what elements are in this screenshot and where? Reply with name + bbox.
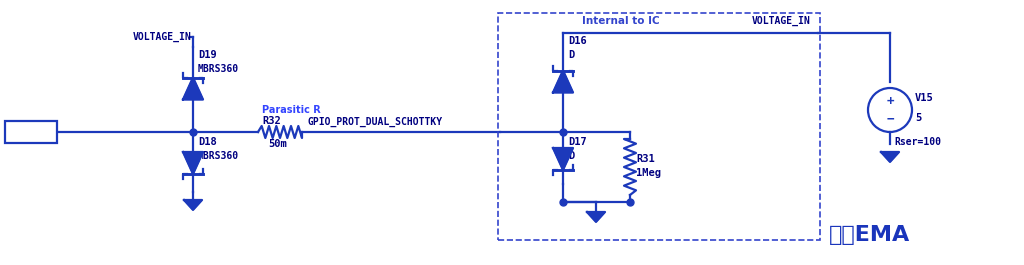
- Text: 5: 5: [915, 113, 922, 123]
- Text: R31: R31: [636, 154, 654, 164]
- Text: D: D: [568, 151, 574, 161]
- Text: Rser=100: Rser=100: [894, 137, 941, 147]
- Polygon shape: [553, 70, 573, 92]
- Text: D: D: [568, 50, 574, 60]
- Polygon shape: [183, 77, 203, 99]
- Text: VOLTAGE_IN: VOLTAGE_IN: [132, 32, 191, 42]
- Text: VOLTAGE_IN: VOLTAGE_IN: [752, 16, 810, 26]
- Text: D19: D19: [198, 50, 217, 60]
- Text: MBRS360: MBRS360: [198, 64, 240, 74]
- Text: +: +: [886, 95, 894, 108]
- Polygon shape: [183, 152, 203, 174]
- Text: V15: V15: [915, 93, 934, 103]
- Text: D17: D17: [568, 137, 587, 147]
- Text: 百芯EMA: 百芯EMA: [829, 225, 910, 245]
- Text: 1Meg: 1Meg: [636, 168, 662, 178]
- Text: D18: D18: [198, 137, 217, 147]
- Polygon shape: [587, 212, 605, 222]
- FancyBboxPatch shape: [5, 121, 57, 143]
- Text: Parasitic R: Parasitic R: [262, 105, 321, 115]
- Text: Internal to IC: Internal to IC: [582, 16, 659, 26]
- Polygon shape: [881, 152, 899, 162]
- Text: −: −: [886, 113, 894, 126]
- Text: 50m: 50m: [268, 139, 287, 149]
- Text: GPIO_PROT_DUAL_SCHOTTKY: GPIO_PROT_DUAL_SCHOTTKY: [307, 117, 442, 127]
- Polygon shape: [184, 200, 202, 210]
- Polygon shape: [553, 148, 573, 170]
- Text: MBRS360: MBRS360: [198, 151, 240, 161]
- Text: ESD_7: ESD_7: [16, 127, 46, 137]
- Text: D16: D16: [568, 36, 587, 46]
- Text: R32: R32: [262, 116, 281, 126]
